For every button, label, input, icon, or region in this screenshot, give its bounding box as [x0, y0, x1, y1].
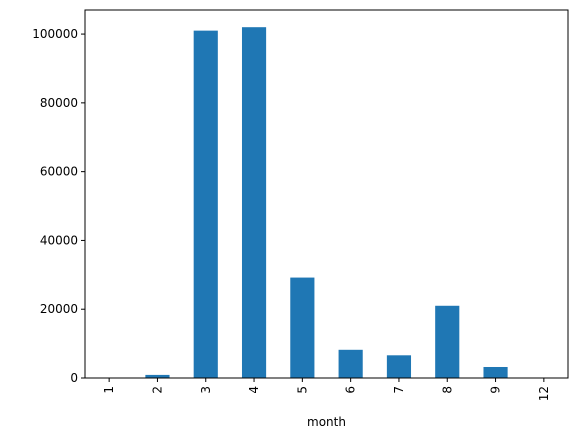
bars-group — [97, 27, 556, 378]
y-tick-label: 100000 — [32, 27, 78, 41]
x-tick-label: 9 — [489, 386, 503, 394]
x-tick-label: 2 — [150, 386, 164, 394]
x-tick-label: 12 — [537, 386, 551, 401]
y-tick-label: 20000 — [40, 302, 78, 316]
y-tick-label: 0 — [70, 371, 78, 385]
x-tick-label: 7 — [392, 386, 406, 394]
bar-month-3 — [194, 31, 218, 378]
bar-month-7 — [387, 355, 411, 378]
bar-month-9 — [483, 367, 507, 378]
y-tick-label: 60000 — [40, 165, 78, 179]
x-tick-label: 5 — [295, 386, 309, 394]
bar-month-6 — [339, 350, 363, 378]
x-tick-label: 6 — [344, 386, 358, 394]
x-axis-label: month — [307, 415, 346, 429]
y-axis: 0 20000 40000 60000 80000 100000 — [32, 27, 85, 385]
bar-month-5 — [290, 278, 314, 378]
y-tick-label: 40000 — [40, 233, 78, 247]
x-tick-label: 3 — [199, 386, 213, 394]
bar-month-8 — [435, 306, 459, 378]
x-tick-label: 8 — [440, 386, 454, 394]
bar-month-4 — [242, 27, 266, 378]
x-tick-label: 4 — [247, 386, 261, 394]
x-tick-label: 1 — [102, 386, 116, 394]
plot-frame — [85, 10, 568, 378]
y-tick-label: 80000 — [40, 96, 78, 110]
